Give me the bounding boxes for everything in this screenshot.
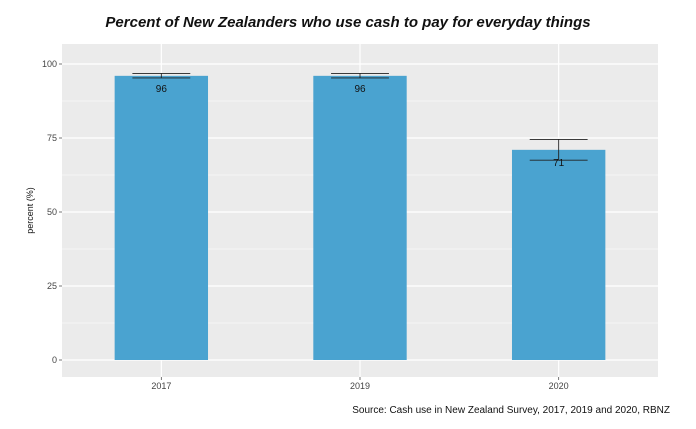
y-axis: 0 25 50 75 100	[42, 59, 62, 365]
bar-2020	[511, 149, 606, 360]
y-tick-label: 100	[42, 59, 57, 69]
y-tick-label: 50	[47, 207, 57, 217]
x-tick-label: 2020	[549, 381, 569, 391]
y-tick-label: 0	[52, 355, 57, 365]
bar-2017	[114, 75, 209, 360]
bar-2019	[313, 75, 407, 360]
error-bars	[132, 73, 588, 161]
source-note: Source: Cash use in New Zealand Survey, …	[352, 405, 670, 416]
y-axis-title: percent (%)	[25, 187, 35, 234]
x-tick-label: 2019	[350, 381, 370, 391]
data-label-2019: 96	[354, 84, 366, 95]
data-label-2020: 71	[553, 158, 565, 169]
bars	[114, 75, 606, 360]
y-tick-label: 25	[47, 281, 57, 291]
y-tick-label: 75	[47, 133, 57, 143]
x-tick-label: 2017	[151, 381, 171, 391]
data-labels: 96 96 71	[156, 84, 565, 169]
chart-title: Percent of New Zealanders who use cash t…	[105, 14, 591, 31]
data-label-2017: 96	[156, 84, 168, 95]
x-axis: 2017 2019 2020	[151, 377, 569, 391]
